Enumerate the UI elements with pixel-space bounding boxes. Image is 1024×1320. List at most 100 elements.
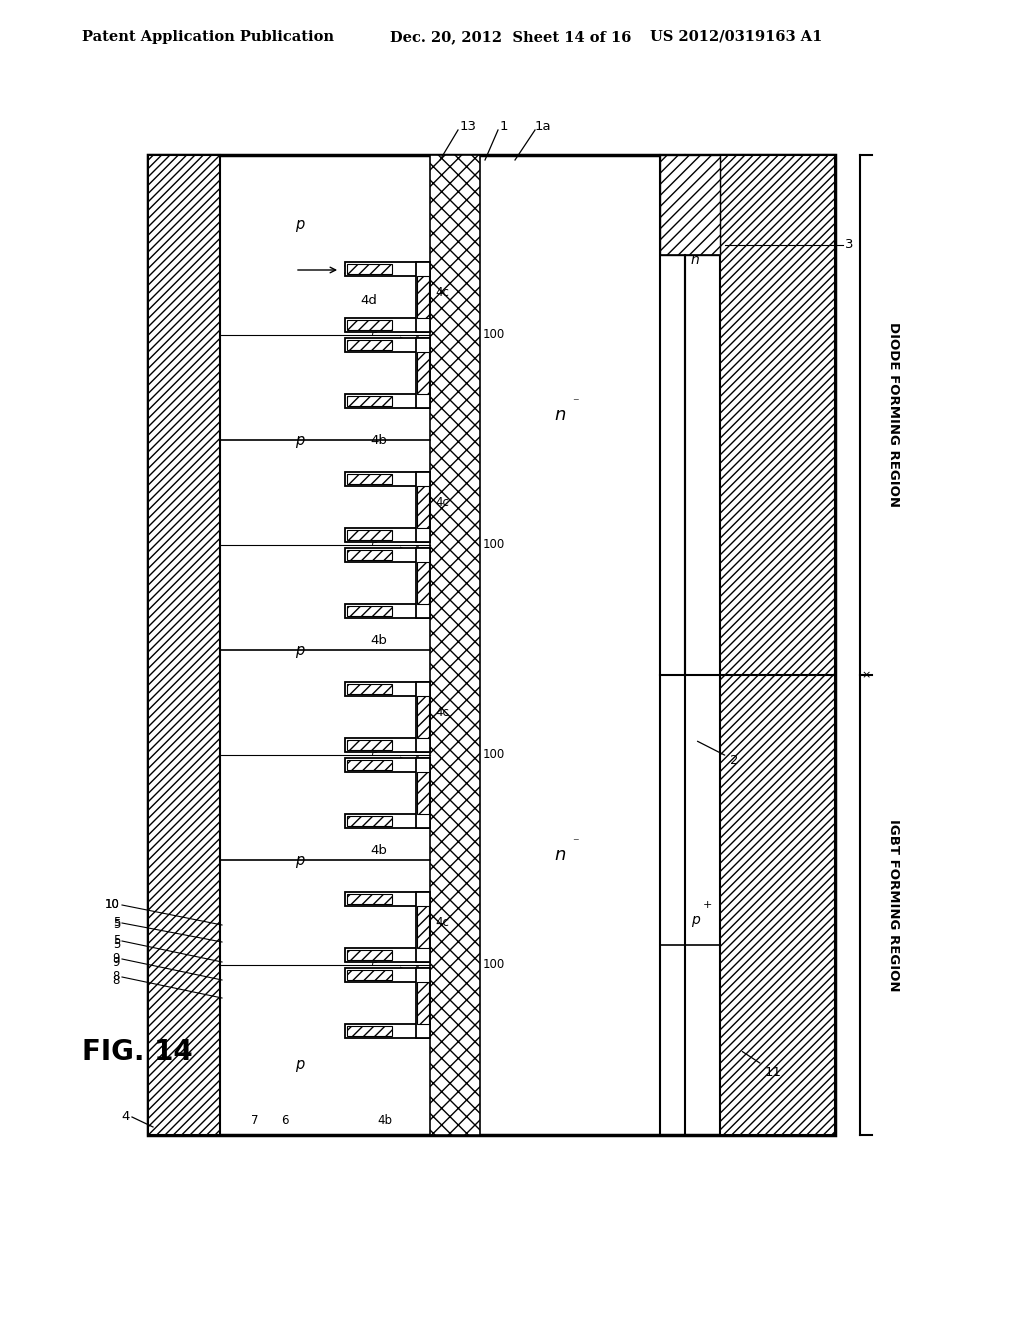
Bar	[417, 906, 429, 948]
Text: 5: 5	[113, 939, 120, 952]
Text: 13: 13	[460, 120, 477, 133]
Bar	[416, 758, 430, 828]
Text: 100: 100	[483, 539, 505, 552]
Bar	[416, 968, 430, 1038]
Text: IGBT FORMING REGION: IGBT FORMING REGION	[887, 818, 899, 991]
Text: 1: 1	[500, 120, 509, 133]
Bar	[416, 682, 430, 752]
Bar	[416, 338, 430, 408]
Bar	[345, 738, 430, 752]
Text: 7: 7	[251, 1114, 259, 1126]
Bar	[347, 531, 392, 540]
Bar	[347, 550, 392, 560]
Text: 6: 6	[282, 1114, 289, 1126]
Bar	[347, 396, 392, 407]
Bar	[347, 264, 392, 275]
Text: 4: 4	[122, 1110, 130, 1123]
Bar	[416, 261, 430, 333]
Bar	[430, 154, 480, 1135]
Bar	[347, 741, 392, 750]
Bar	[345, 948, 430, 962]
Bar	[417, 352, 429, 393]
Text: ⁻: ⁻	[571, 396, 579, 409]
Text: 8: 8	[113, 970, 120, 983]
Text: 5: 5	[113, 935, 120, 948]
Bar	[148, 154, 220, 1135]
Text: 4a: 4a	[412, 544, 427, 557]
Text: 5: 5	[113, 919, 120, 932]
Bar	[345, 758, 430, 772]
Text: 11: 11	[742, 1052, 782, 1078]
Bar	[345, 393, 430, 408]
Text: Patent Application Publication: Patent Application Publication	[82, 30, 334, 44]
Bar	[347, 950, 392, 960]
Text: 2: 2	[697, 742, 738, 767]
Text: 10: 10	[105, 899, 120, 912]
Text: 4d: 4d	[360, 293, 377, 306]
Text: 4b: 4b	[370, 634, 387, 647]
Bar	[660, 154, 720, 255]
Text: 1a: 1a	[535, 120, 552, 133]
Bar	[345, 318, 430, 333]
Bar	[347, 1026, 392, 1036]
Bar	[347, 474, 392, 484]
Text: 4b: 4b	[378, 1114, 392, 1126]
Text: 4a: 4a	[412, 334, 427, 346]
Bar	[347, 341, 392, 350]
Bar	[416, 548, 430, 618]
Text: 10: 10	[105, 899, 120, 912]
Text: p: p	[295, 218, 304, 232]
Bar	[345, 528, 430, 543]
Bar	[345, 473, 430, 486]
Bar	[416, 473, 430, 543]
Bar	[347, 970, 392, 979]
Bar	[345, 338, 430, 352]
Bar	[347, 816, 392, 826]
Bar	[347, 760, 392, 770]
Text: n: n	[690, 253, 699, 267]
Bar	[417, 696, 429, 738]
Text: +: +	[702, 240, 712, 249]
Bar	[345, 605, 430, 618]
Bar	[345, 261, 430, 276]
Text: p: p	[372, 744, 379, 755]
Text: DIODE FORMING REGION: DIODE FORMING REGION	[887, 322, 899, 507]
Text: n: n	[554, 407, 565, 424]
Bar	[417, 982, 429, 1024]
Text: p: p	[295, 853, 304, 867]
Text: 4c: 4c	[435, 706, 449, 719]
Text: 4a: 4a	[412, 754, 427, 767]
Text: 4c: 4c	[435, 916, 449, 929]
Text: US 2012/0319163 A1: US 2012/0319163 A1	[650, 30, 822, 44]
Text: p: p	[295, 1057, 304, 1072]
Text: p: p	[690, 913, 699, 927]
Bar	[417, 276, 429, 318]
Bar	[417, 562, 429, 605]
Text: p: p	[372, 954, 379, 965]
Bar	[345, 814, 430, 828]
Text: 8: 8	[113, 974, 120, 986]
Bar	[345, 682, 430, 696]
Bar	[347, 606, 392, 616]
Bar	[347, 684, 392, 694]
Text: 4a: 4a	[412, 964, 427, 977]
Text: 5: 5	[113, 916, 120, 929]
Text: p: p	[295, 433, 304, 447]
Text: n: n	[554, 846, 565, 865]
Bar	[345, 968, 430, 982]
Text: p: p	[295, 643, 304, 657]
Text: FIG. 14: FIG. 14	[82, 1038, 193, 1067]
Text: 100: 100	[483, 958, 505, 972]
Bar	[345, 1024, 430, 1038]
Text: p: p	[372, 325, 379, 335]
Text: Dec. 20, 2012  Sheet 14 of 16: Dec. 20, 2012 Sheet 14 of 16	[390, 30, 632, 44]
Text: 4b: 4b	[370, 433, 387, 446]
Text: 4c: 4c	[435, 286, 449, 300]
Bar	[417, 486, 429, 528]
Text: ×: ×	[861, 671, 870, 680]
Text: ⁻: ⁻	[571, 837, 579, 850]
Bar	[417, 772, 429, 814]
Bar	[720, 154, 835, 1135]
Bar	[345, 548, 430, 562]
Bar	[347, 319, 392, 330]
